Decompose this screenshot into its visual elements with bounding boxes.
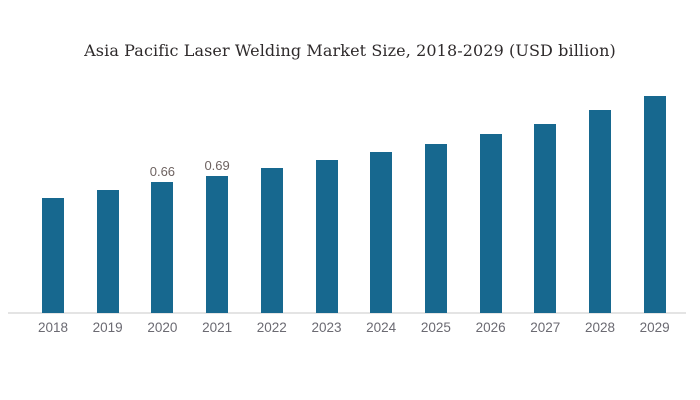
x-tick-label-2020: 2020 bbox=[147, 320, 178, 335]
bar-2021 bbox=[206, 175, 229, 313]
x-tick-label-2023: 2023 bbox=[311, 320, 342, 335]
bar-2028 bbox=[589, 110, 611, 313]
chart-title: Asia Pacific Laser Welding Market Size, … bbox=[84, 41, 616, 60]
bar-2019 bbox=[96, 189, 119, 313]
x-tick-label-2022: 2022 bbox=[256, 320, 287, 335]
x-tick-label-2028: 2028 bbox=[584, 320, 616, 335]
x-tick-label-2024: 2024 bbox=[366, 320, 397, 335]
bar-2029 bbox=[643, 96, 666, 313]
bar-2023 bbox=[315, 159, 338, 313]
bar-2022 bbox=[260, 167, 283, 313]
bar-2027 bbox=[534, 124, 557, 313]
x-tick-label-2019: 2019 bbox=[92, 320, 123, 335]
bar-value-label-2021: 0.69 bbox=[204, 157, 230, 173]
bar-2026 bbox=[479, 133, 502, 313]
x-tick-label-2025: 2025 bbox=[420, 320, 451, 335]
x-tick-label-2021: 2021 bbox=[202, 320, 233, 335]
bar-2025 bbox=[424, 143, 447, 313]
x-tick-label-2029: 2029 bbox=[639, 320, 670, 335]
x-tick-label-2018: 2018 bbox=[37, 320, 69, 335]
bar-value-label-2020: 0.66 bbox=[149, 163, 176, 179]
x-tick-label-2027: 2027 bbox=[530, 320, 561, 335]
bar-2018 bbox=[42, 197, 64, 313]
bar-2020 bbox=[151, 181, 174, 313]
x-axis-line bbox=[8, 312, 686, 314]
x-tick-label-2026: 2026 bbox=[475, 320, 506, 335]
bar-2024 bbox=[370, 151, 393, 313]
